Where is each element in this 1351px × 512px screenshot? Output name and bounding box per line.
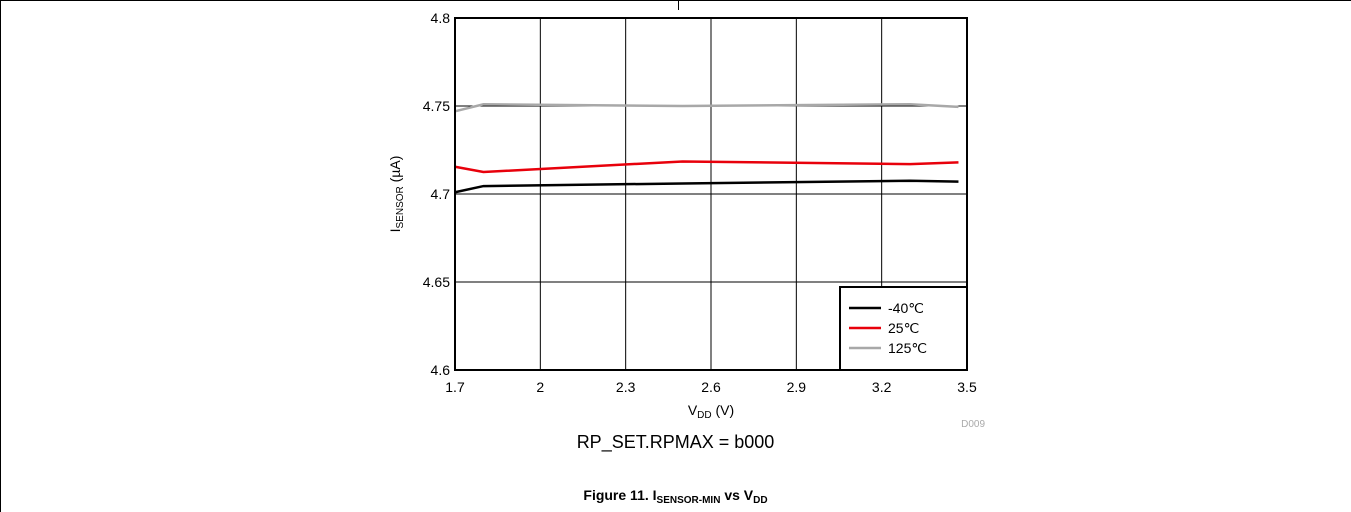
x-tick-label: 3.5 <box>957 379 977 395</box>
y-axis-title: ISENSOR (µA) <box>387 156 406 233</box>
page-frame-top <box>0 0 1351 1</box>
legend-label: -40℃ <box>888 300 924 316</box>
y-tick-label: 4.65 <box>423 274 450 290</box>
plot-border <box>454 17 968 371</box>
legend: -40℃ 25℃ 125℃ <box>839 286 968 371</box>
x-tick-label: 2 <box>536 379 544 395</box>
y-tick-label: 4.6 <box>431 362 451 378</box>
isensor-vs-vdd-chart: 1.7 2 2.3 2.6 2.9 3.2 3.5 4.6 4.65 4.7 4.75 4.8 VD… <box>387 10 985 430</box>
series-line <box>454 102 959 113</box>
series-line <box>454 160 959 174</box>
x-tick-label: 1.7 <box>445 379 465 395</box>
y-tick-label: 4.7 <box>431 186 451 202</box>
x-tick-label: 2.6 <box>701 379 721 395</box>
figure-code: D009 <box>961 419 985 430</box>
y-tick-label: 4.75 <box>423 98 450 114</box>
page-frame-left <box>0 0 1 512</box>
x-tick-label: 2.9 <box>787 379 807 395</box>
x-axis-title: VDD (V) <box>688 402 734 421</box>
y-tick-labels: 4.6 4.65 4.7 4.75 4.8 <box>423 10 450 378</box>
register-setting-note: RP_SET.RPMAX = b000 <box>576 432 775 452</box>
x-tick-labels: 1.7 2 2.3 2.6 2.9 3.2 3.5 <box>445 379 977 395</box>
figure-caption: Figure 11. ISENSOR-MIN vs VDD <box>583 487 768 506</box>
legend-label: 25℃ <box>888 320 919 336</box>
legend-label: 125℃ <box>888 340 927 356</box>
series-line <box>454 179 959 194</box>
x-tick-label: 2.3 <box>616 379 636 395</box>
x-tick-label: 3.2 <box>872 379 892 395</box>
series-lines <box>454 102 959 194</box>
column-divider <box>678 0 679 10</box>
y-tick-label: 4.8 <box>431 10 451 26</box>
